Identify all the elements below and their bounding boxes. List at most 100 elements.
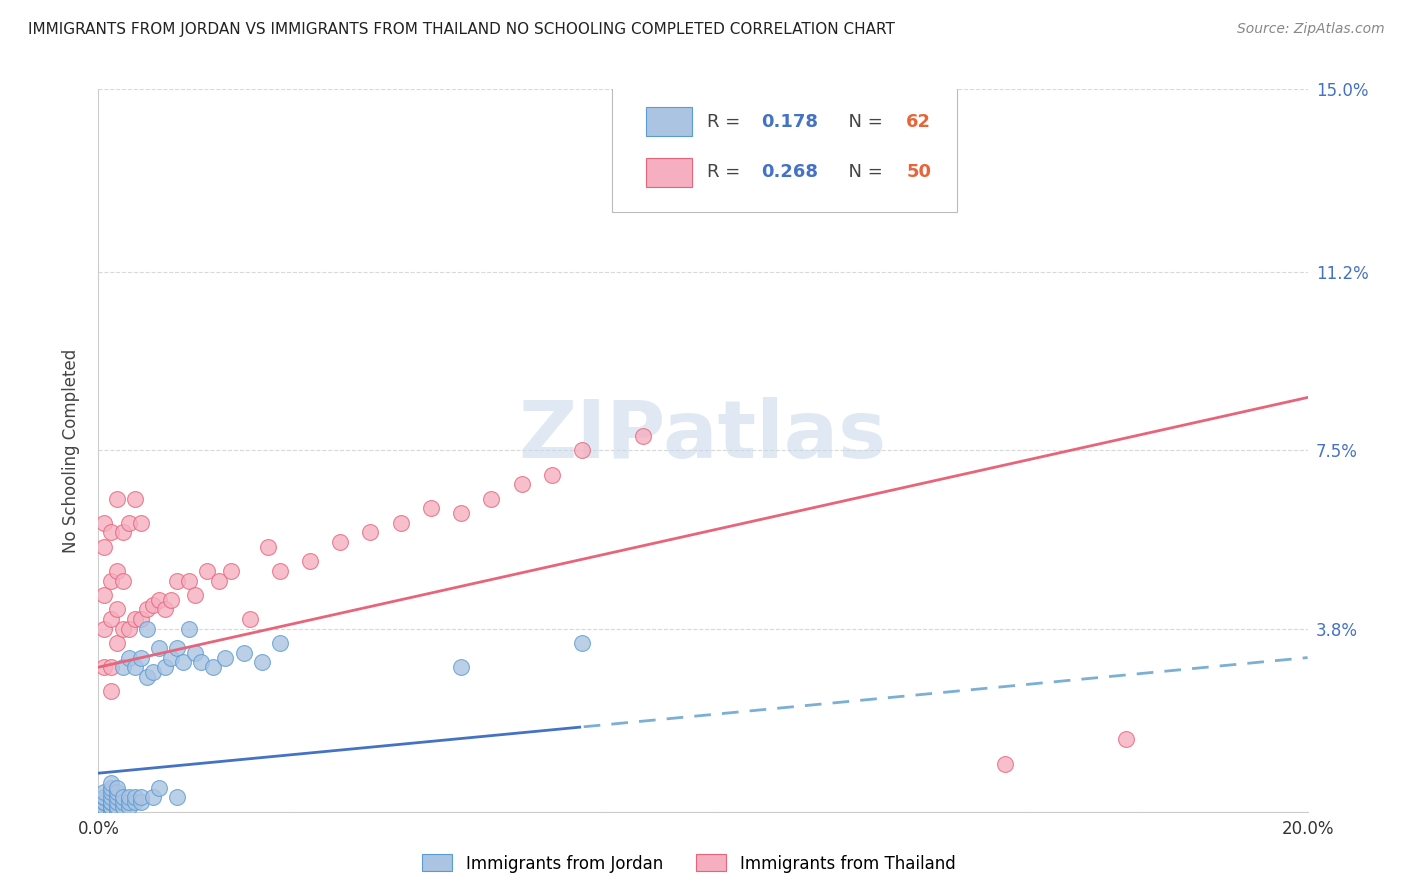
Point (135, 622, 157, 636)
Point (124, 612, 146, 626)
Point (631, 429, 654, 443)
Point (195, 564, 218, 578)
Point (118, 790, 141, 805)
Point (389, 516, 412, 530)
Point (100, 805, 122, 819)
Point (105, 602, 128, 616)
Point (100, 805, 122, 819)
Point (208, 574, 231, 588)
Point (420, 501, 443, 516)
Point (93, 795, 115, 809)
Point (105, 795, 128, 809)
Point (118, 800, 141, 814)
Point (105, 636, 128, 650)
Text: N =: N = (837, 163, 889, 181)
Point (93, 622, 115, 636)
Point (111, 525, 134, 540)
Point (269, 564, 291, 578)
Point (93, 790, 115, 805)
Point (105, 800, 128, 814)
Y-axis label: No Schooling Completed: No Schooling Completed (62, 349, 80, 552)
Point (450, 660, 472, 674)
Point (118, 650, 141, 665)
Text: 50: 50 (905, 163, 931, 181)
Point (540, 467, 562, 482)
Point (118, 795, 141, 809)
Point (111, 795, 134, 809)
Point (256, 540, 278, 554)
Point (93, 795, 115, 809)
Point (100, 684, 122, 698)
Point (111, 574, 134, 588)
Point (93, 800, 115, 814)
Point (166, 574, 188, 588)
Point (179, 622, 201, 636)
Point (105, 805, 128, 819)
Point (100, 776, 122, 790)
Point (129, 790, 152, 805)
Point (221, 564, 243, 578)
Point (93, 516, 115, 530)
Point (202, 660, 225, 674)
Point (153, 602, 176, 616)
Point (184, 588, 207, 602)
Point (105, 790, 128, 805)
Point (100, 795, 122, 809)
Point (111, 790, 134, 805)
Legend: Immigrants from Jordan, Immigrants from Thailand: Immigrants from Jordan, Immigrants from … (416, 847, 962, 880)
Point (100, 800, 122, 814)
Point (450, 506, 472, 520)
Point (148, 640, 170, 655)
Point (100, 660, 122, 674)
Point (135, 670, 157, 684)
Point (93, 660, 115, 674)
Point (153, 660, 176, 674)
Point (250, 656, 273, 670)
Text: Source: ZipAtlas.com: Source: ZipAtlas.com (1237, 22, 1385, 37)
Point (124, 790, 146, 805)
Point (510, 477, 533, 491)
Point (166, 790, 188, 805)
Point (93, 588, 115, 602)
Point (100, 574, 122, 588)
Point (105, 780, 128, 795)
Text: R =: R = (707, 112, 745, 131)
Point (124, 660, 146, 674)
Point (129, 650, 152, 665)
Point (214, 650, 236, 665)
Point (93, 805, 115, 819)
Point (232, 646, 254, 660)
Point (129, 612, 152, 626)
Point (148, 592, 170, 607)
FancyBboxPatch shape (613, 86, 957, 212)
Point (994, 756, 1017, 771)
Point (93, 540, 115, 554)
Point (93, 800, 115, 814)
Point (93, 805, 115, 819)
Text: ZIPatlas: ZIPatlas (519, 397, 887, 475)
Point (100, 780, 122, 795)
Point (190, 656, 212, 670)
Text: 0.178: 0.178 (761, 112, 818, 131)
Point (124, 491, 146, 506)
FancyBboxPatch shape (647, 107, 692, 136)
Point (111, 660, 134, 674)
Point (100, 790, 122, 805)
Point (100, 612, 122, 626)
Point (481, 491, 503, 506)
Point (184, 646, 207, 660)
Point (118, 516, 141, 530)
Point (129, 516, 152, 530)
Point (239, 612, 262, 626)
Point (571, 636, 593, 650)
Point (105, 800, 128, 814)
Point (129, 795, 152, 809)
Point (100, 525, 122, 540)
Point (299, 554, 322, 568)
Point (160, 650, 183, 665)
Text: R =: R = (707, 163, 745, 181)
Text: 0.268: 0.268 (761, 163, 818, 181)
Point (111, 622, 134, 636)
Point (100, 800, 122, 814)
Point (360, 525, 382, 540)
